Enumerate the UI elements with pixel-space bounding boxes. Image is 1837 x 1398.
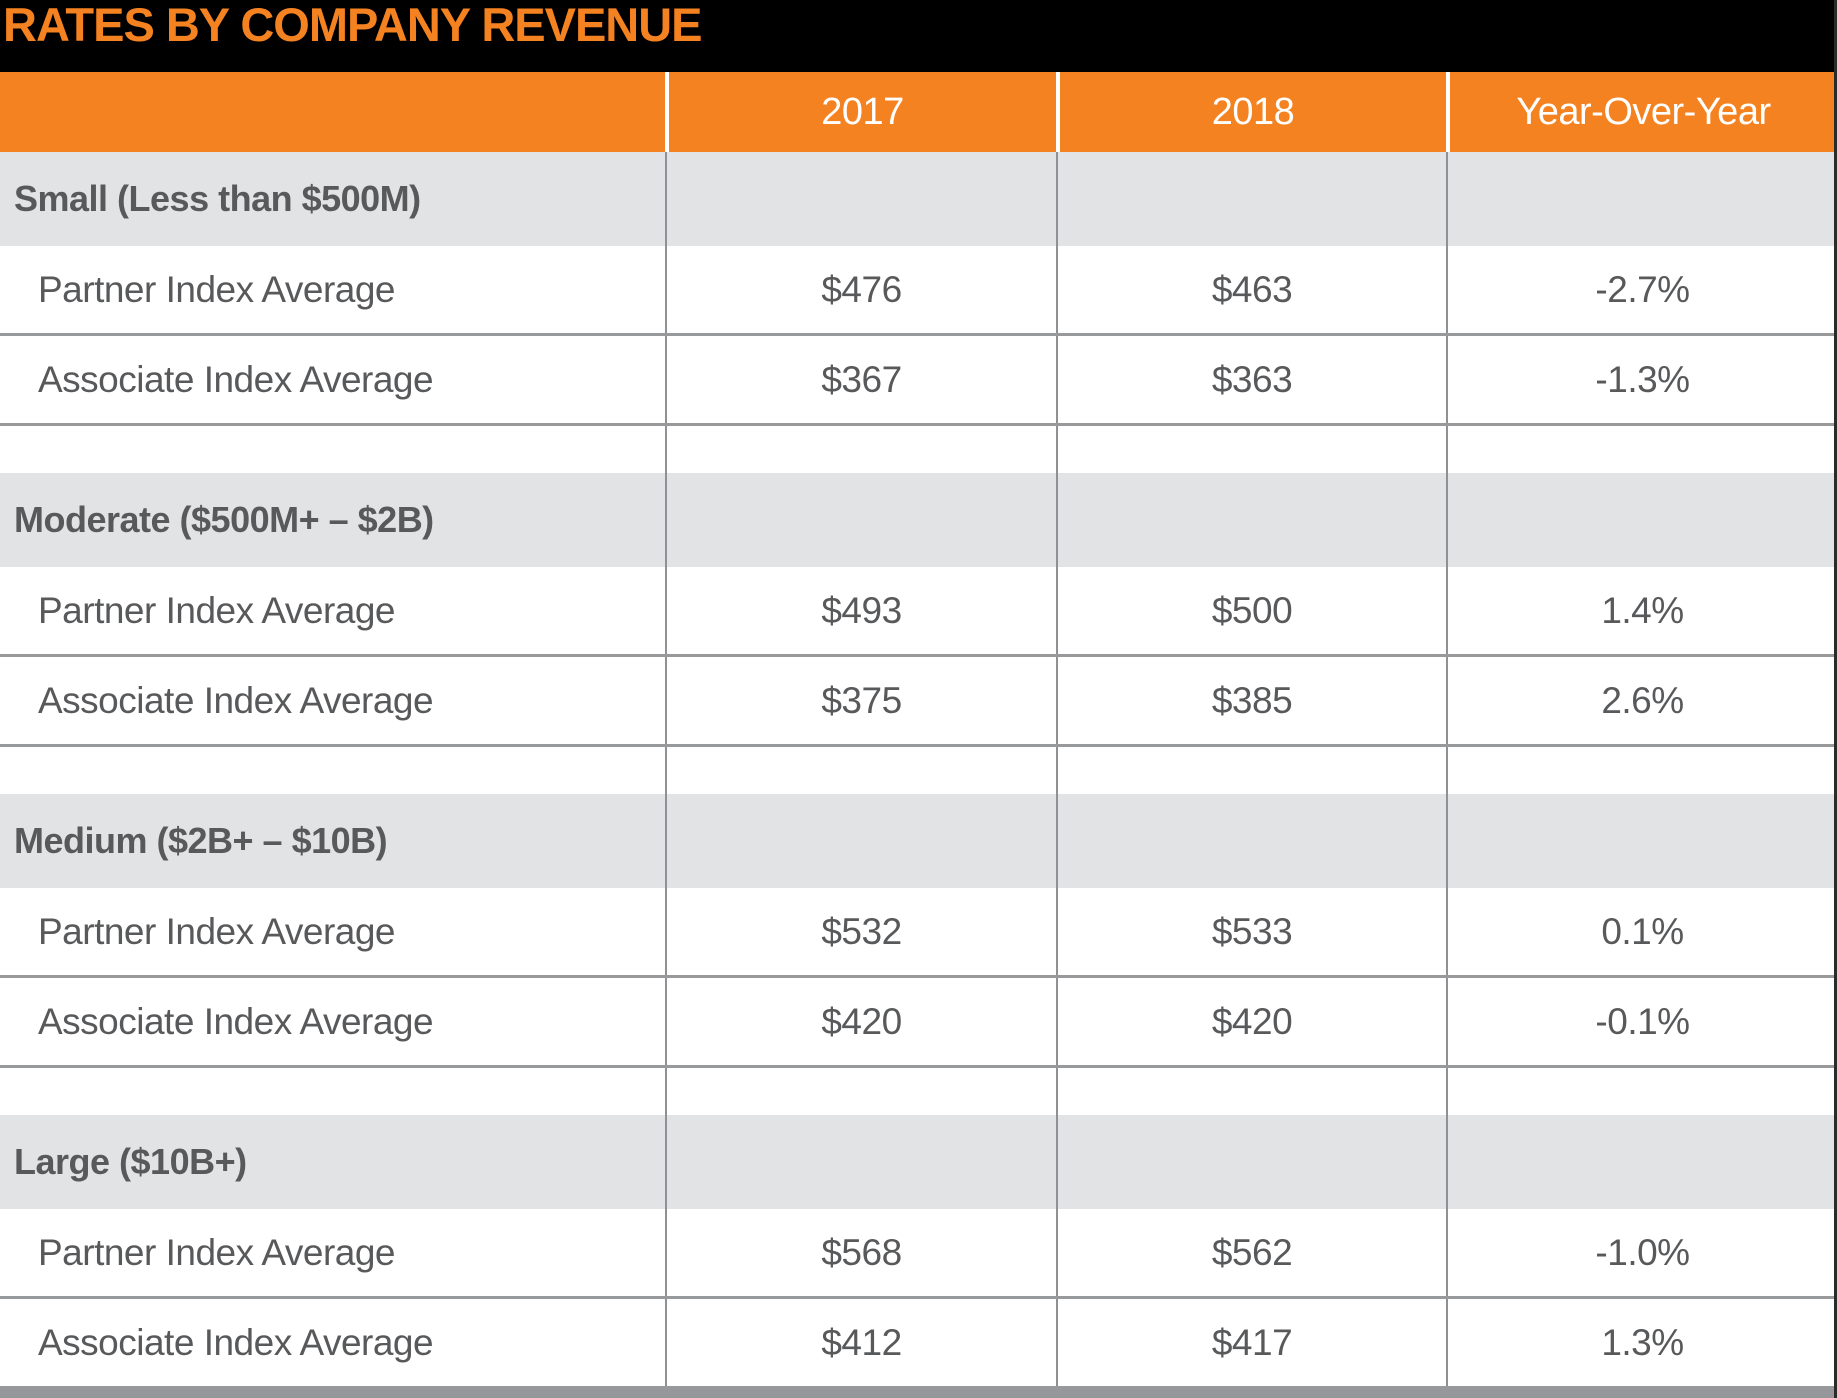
row-label: Partner Index Average [38, 1231, 396, 1273]
table-row-medium-partner: Partner Index Average $532 $533 0.1% [0, 888, 1834, 978]
value-yoy: 0.1% [1446, 888, 1837, 975]
value-2018: $363 [1056, 336, 1446, 423]
row-label: Associate Index Average [38, 1321, 434, 1363]
spacer-cell [1056, 426, 1446, 473]
section-header-small: Small (Less than $500M) [0, 152, 1834, 246]
rates-table: 2017 2018 Year-Over-Year Small (Less tha… [0, 72, 1834, 1398]
value-2017: $568 [665, 1209, 1056, 1296]
table-row-large-partner: Partner Index Average $568 $562 -1.0% [0, 1209, 1834, 1299]
value-2017: $420 [665, 978, 1056, 1065]
section-empty-cell [665, 473, 1056, 567]
row-label: Associate Index Average [38, 358, 434, 400]
section-empty-cell [1446, 1115, 1837, 1209]
spacer-cell [1446, 426, 1837, 473]
title-bar: RATES BY COMPANY REVENUE [0, 0, 1834, 72]
section-empty-cell [1446, 794, 1837, 888]
section-empty-cell [1056, 794, 1446, 888]
value-2017: $476 [665, 246, 1056, 333]
spacer-cell [1446, 747, 1837, 794]
spacer-row [0, 1068, 1834, 1115]
value-2017: $532 [665, 888, 1056, 975]
column-header-2018: 2018 [1056, 72, 1446, 152]
section-header-medium: Medium ($2B+ – $10B) [0, 794, 1834, 888]
table-row-large-associate: Associate Index Average $412 $417 1.3% [0, 1299, 1834, 1389]
section-label: Small (Less than $500M) [14, 178, 421, 219]
section-header-large: Large ($10B+) [0, 1115, 1834, 1209]
section-header-moderate: Moderate ($500M+ – $2B) [0, 473, 1834, 567]
value-2018: $500 [1056, 567, 1446, 654]
table-row-small-associate: Associate Index Average $367 $363 -1.3% [0, 336, 1834, 426]
column-header-year-over-year: Year-Over-Year [1446, 72, 1837, 152]
value-2018: $385 [1056, 657, 1446, 744]
section-label: Medium ($2B+ – $10B) [14, 820, 388, 861]
spacer-cell [1056, 747, 1446, 794]
value-2017: $367 [665, 336, 1056, 423]
section-label: Large ($10B+) [14, 1141, 247, 1182]
value-2017: $375 [665, 657, 1056, 744]
row-label: Associate Index Average [38, 1000, 434, 1042]
spacer-cell [0, 426, 665, 473]
row-label: Associate Index Average [38, 679, 434, 721]
table-row-moderate-associate: Associate Index Average $375 $385 2.6% [0, 657, 1834, 747]
value-2017: $412 [665, 1299, 1056, 1386]
table-row-moderate-partner: Partner Index Average $493 $500 1.4% [0, 567, 1834, 657]
spacer-cell [0, 1068, 665, 1115]
column-header-2017: 2017 [665, 72, 1056, 152]
section-empty-cell [665, 794, 1056, 888]
spacer-cell [665, 426, 1056, 473]
value-yoy: -2.7% [1446, 246, 1837, 333]
section-empty-cell [665, 1115, 1056, 1209]
value-2018: $463 [1056, 246, 1446, 333]
table-header-row: 2017 2018 Year-Over-Year [0, 72, 1834, 152]
section-empty-cell [1056, 152, 1446, 246]
row-label: Partner Index Average [38, 910, 396, 952]
value-2017: $493 [665, 567, 1056, 654]
section-empty-cell [1446, 152, 1837, 246]
row-label: Partner Index Average [38, 268, 396, 310]
value-yoy: -0.1% [1446, 978, 1837, 1065]
section-empty-cell [1446, 473, 1837, 567]
value-2018: $533 [1056, 888, 1446, 975]
value-yoy: -1.3% [1446, 336, 1837, 423]
spacer-row [0, 747, 1834, 794]
spacer-cell [1446, 1068, 1837, 1115]
section-label: Moderate ($500M+ – $2B) [14, 499, 434, 540]
table-bottom-bar [0, 1389, 1834, 1398]
spacer-cell [1056, 1068, 1446, 1115]
value-yoy: 2.6% [1446, 657, 1837, 744]
page-title: RATES BY COMPANY REVENUE [3, 0, 703, 51]
row-label: Partner Index Average [38, 589, 396, 631]
value-2018: $417 [1056, 1299, 1446, 1386]
spacer-cell [0, 747, 665, 794]
value-yoy: 1.3% [1446, 1299, 1837, 1386]
table-row-medium-associate: Associate Index Average $420 $420 -0.1% [0, 978, 1834, 1068]
section-empty-cell [1056, 473, 1446, 567]
section-empty-cell [1056, 1115, 1446, 1209]
value-yoy: 1.4% [1446, 567, 1837, 654]
header-empty-cell [0, 72, 665, 152]
spacer-cell [665, 1068, 1056, 1115]
spacer-cell [665, 747, 1056, 794]
spacer-row [0, 426, 1834, 473]
table-row-small-partner: Partner Index Average $476 $463 -2.7% [0, 246, 1834, 336]
value-yoy: -1.0% [1446, 1209, 1837, 1296]
value-2018: $420 [1056, 978, 1446, 1065]
value-2018: $562 [1056, 1209, 1446, 1296]
section-empty-cell [665, 152, 1056, 246]
